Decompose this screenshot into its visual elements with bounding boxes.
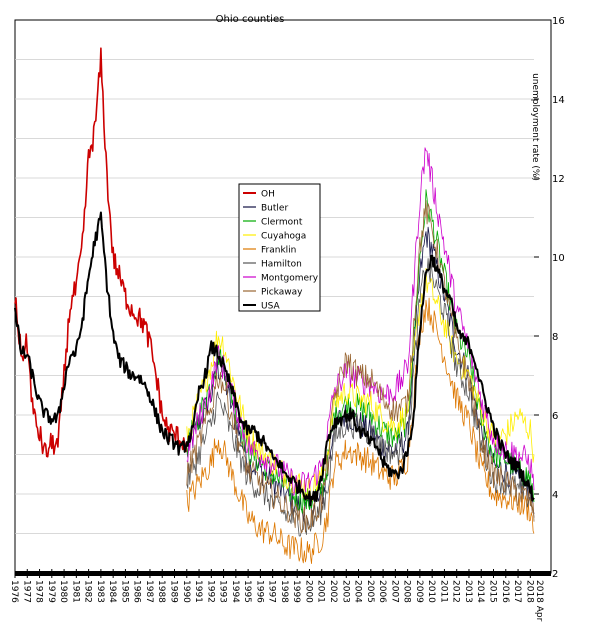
x-tick-label: 2017 bbox=[512, 580, 522, 603]
x-tick-label: 1980 bbox=[58, 580, 68, 603]
legend-label: Butler bbox=[261, 204, 288, 214]
x-tick-label: 1982 bbox=[83, 580, 93, 603]
x-tick-label: 2010 bbox=[426, 580, 436, 603]
x-tick-label: 2001 bbox=[316, 580, 326, 603]
x-tick-label: 2005 bbox=[365, 580, 375, 603]
legend-label: Franklin bbox=[261, 246, 296, 256]
legend-label: Montgomery bbox=[261, 274, 319, 284]
x-axis-thick-bar bbox=[15, 571, 551, 576]
x-tick-label: 1990 bbox=[181, 580, 191, 603]
y-tick-label: 8 bbox=[552, 332, 558, 343]
x-tick-label: 1977 bbox=[21, 580, 31, 603]
x-tick-label: 1976 bbox=[9, 580, 19, 603]
x-tick-label: 1987 bbox=[144, 580, 154, 603]
x-tick-label: 1988 bbox=[156, 580, 166, 603]
x-tick-label-end: 2018 Apr bbox=[534, 580, 544, 622]
x-tick-label: 2004 bbox=[353, 580, 363, 603]
x-tick-label: 1991 bbox=[193, 580, 203, 603]
x-tick-label: 1997 bbox=[267, 580, 277, 603]
series-line-usa bbox=[14, 211, 535, 506]
chart-title: Ohio counties bbox=[216, 14, 285, 25]
y-axis-label: unemployment rate (%) bbox=[530, 73, 540, 181]
x-tick-label: 2014 bbox=[475, 580, 485, 603]
x-tick-label: 1993 bbox=[218, 580, 228, 603]
x-tick-label: 1979 bbox=[46, 580, 56, 603]
legend-label: Cuyahoga bbox=[261, 232, 306, 242]
x-tick-label: 2009 bbox=[414, 580, 424, 603]
x-tick-label: 1995 bbox=[242, 580, 252, 603]
x-tick-label: 1978 bbox=[34, 580, 44, 603]
x-tick-label: 2006 bbox=[377, 580, 387, 603]
y-tick-label: 2 bbox=[552, 569, 558, 580]
x-tick-label: 1984 bbox=[107, 580, 117, 603]
legend-box bbox=[238, 183, 321, 312]
x-tick-label: 1989 bbox=[169, 580, 179, 603]
x-tick-labels: 1976 1977 1978 1979 1980 1981 1982 1983 1984 1985… bbox=[9, 569, 544, 622]
x-tick-label: 2007 bbox=[389, 580, 399, 603]
y-tick-label: 12 bbox=[552, 174, 565, 185]
legend-label: USA bbox=[261, 302, 280, 312]
legend-label: Hamilton bbox=[261, 260, 302, 270]
series-line-franklin bbox=[186, 297, 535, 564]
legend-label: OH bbox=[261, 190, 275, 200]
x-tick-label: 1992 bbox=[205, 580, 215, 603]
x-tick-label: 1996 bbox=[254, 580, 264, 603]
y-tick-label: 6 bbox=[552, 411, 558, 422]
y-tick-label: 16 bbox=[552, 16, 565, 27]
y-tick-label: 14 bbox=[552, 95, 565, 106]
y-tick-label: 4 bbox=[552, 490, 558, 501]
series-line-oh bbox=[14, 47, 188, 458]
legend: OH Butler Clermont Cuyahoga Franklin Hamilton… bbox=[238, 183, 321, 312]
x-tick-label: 1999 bbox=[291, 580, 301, 603]
y-tick-labels: 2 4 6 8 10 12 14 16 bbox=[534, 16, 565, 580]
series-line-montgomery bbox=[186, 147, 535, 496]
x-tick-label: 2011 bbox=[438, 580, 448, 603]
x-tick-label: 2018 bbox=[524, 580, 534, 603]
y-tick-label: 10 bbox=[552, 253, 565, 264]
x-tick-label: 2003 bbox=[340, 580, 350, 603]
x-tick-label: 2012 bbox=[451, 580, 461, 603]
x-tick-label: 1986 bbox=[132, 580, 142, 603]
x-tick-label: 1983 bbox=[95, 580, 105, 603]
x-tick-label: 1985 bbox=[119, 580, 129, 603]
x-tick-label: 2002 bbox=[328, 580, 338, 603]
series-line-pickaway bbox=[186, 200, 535, 534]
legend-label: Clermont bbox=[261, 218, 303, 228]
x-tick-label: 2013 bbox=[463, 580, 473, 603]
x-tick-label: 1998 bbox=[279, 580, 289, 603]
x-tick-label: 2000 bbox=[303, 580, 313, 603]
legend-label: Pickaway bbox=[261, 288, 303, 298]
x-tick-label: 2016 bbox=[500, 580, 510, 603]
x-tick-label: 2008 bbox=[402, 580, 412, 603]
x-tick-label: 1994 bbox=[230, 580, 240, 603]
x-tick-label: 1981 bbox=[70, 580, 80, 603]
x-tick-label: 2015 bbox=[488, 580, 498, 603]
series-lines bbox=[14, 47, 535, 564]
